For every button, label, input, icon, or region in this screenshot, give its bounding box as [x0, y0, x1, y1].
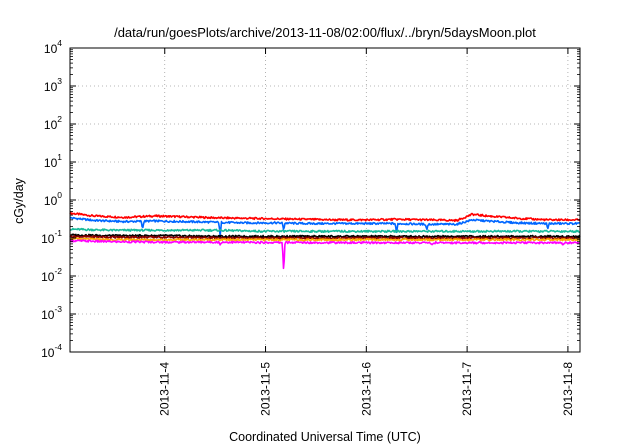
series-line: [69, 234, 581, 240]
series-line: [69, 237, 581, 242]
y-tick-labels: 10-4 10-3 10-2 10-1 100 101 102 103 104: [41, 38, 62, 360]
x-tick-label: 2013-11-7: [460, 362, 474, 416]
y-tick-label: 103: [44, 76, 62, 94]
series-line: [69, 211, 581, 223]
series-line: [69, 216, 581, 237]
y-tick-label: 10-2: [41, 266, 62, 284]
series-layer: [69, 211, 581, 270]
y-tick-label: 101: [44, 152, 62, 170]
x-tick-label: 2013-11-5: [259, 362, 273, 416]
grid: [70, 48, 580, 352]
y-tick-label: 102: [44, 114, 62, 132]
y-tick-label: 10-3: [41, 304, 62, 322]
x-tick-label: 2013-11-4: [158, 362, 172, 416]
y-tick-label: 10-1: [41, 228, 62, 246]
x-axis-label: Coordinated Universal Time (UTC): [229, 430, 421, 444]
plot-frame: [69, 47, 581, 353]
y-tick-label: 100: [44, 190, 62, 208]
chart-title: /data/run/goesPlots/archive/2013-11-08/0…: [114, 25, 536, 40]
y-axis-label: cGy/day: [12, 177, 26, 224]
series-line: [69, 227, 581, 234]
x-tick-labels: 2013-11-4 2013-11-5 2013-11-6 2013-11-7 2013…: [158, 362, 575, 416]
series-line: [69, 233, 581, 239]
x-tick-label: 2013-11-6: [359, 362, 373, 416]
y-tick-label: 10-4: [41, 342, 62, 360]
series-line: [69, 239, 581, 270]
x-tick-label: 2013-11-8: [561, 362, 575, 416]
y-tick-label: 104: [44, 38, 62, 56]
